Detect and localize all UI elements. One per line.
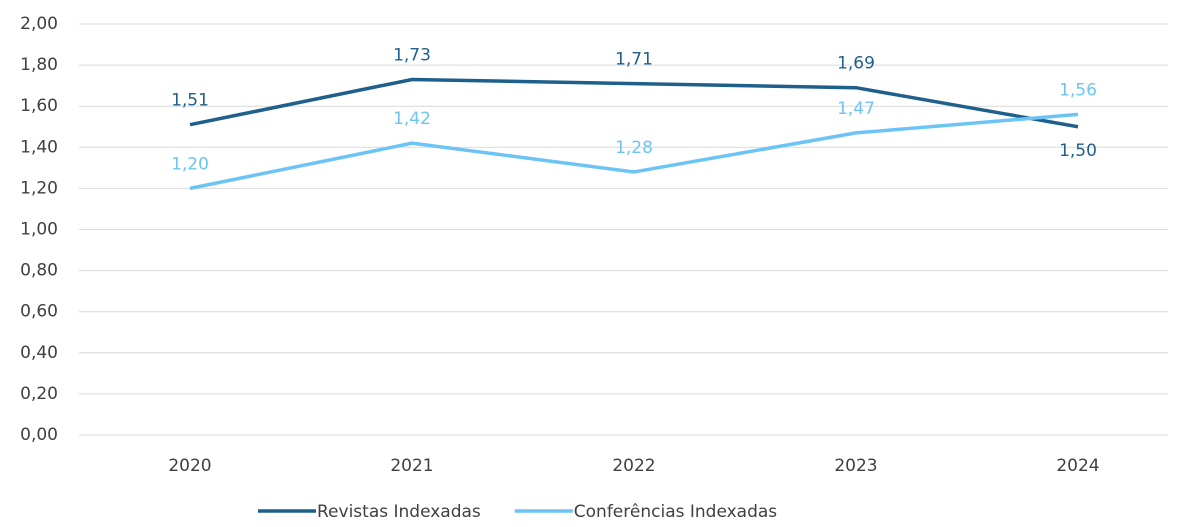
series-line	[189, 112, 1079, 191]
data-label: 1,73	[393, 45, 431, 65]
x-tick-label: 2021	[390, 456, 433, 476]
data-label: 1,50	[1059, 141, 1097, 161]
y-tick-label: 0,00	[20, 425, 58, 445]
y-tick-label: 1,20	[20, 178, 58, 198]
series-line	[189, 77, 1079, 129]
y-tick-label: 0,20	[20, 384, 58, 404]
data-label: 1,71	[615, 50, 653, 70]
data-label: 1,56	[1059, 80, 1097, 100]
y-tick-label: 1,00	[20, 220, 58, 240]
y-tick-label: 0,40	[20, 343, 58, 363]
y-tick-label: 0,80	[20, 261, 58, 281]
y-tick-label: 1,60	[20, 96, 58, 116]
data-label: 1,51	[171, 91, 209, 111]
data-label: 1,20	[171, 154, 209, 174]
y-tick-label: 0,60	[20, 302, 58, 322]
data-label: 1,42	[393, 109, 431, 129]
legend-label: Revistas Indexadas	[317, 502, 481, 522]
y-tick-label: 2,00	[20, 14, 58, 34]
y-tick-label: 1,40	[20, 137, 58, 157]
data-label: 1,28	[615, 138, 653, 158]
legend-label: Conferências Indexadas	[574, 502, 778, 522]
x-tick-label: 2023	[834, 456, 877, 476]
data-label: 1,69	[837, 54, 875, 74]
x-tick-label: 2024	[1056, 456, 1099, 476]
x-tick-label: 2020	[168, 456, 211, 476]
data-label: 1,47	[837, 99, 875, 119]
y-tick-label: 1,80	[20, 55, 58, 75]
x-tick-label: 2022	[612, 456, 655, 476]
